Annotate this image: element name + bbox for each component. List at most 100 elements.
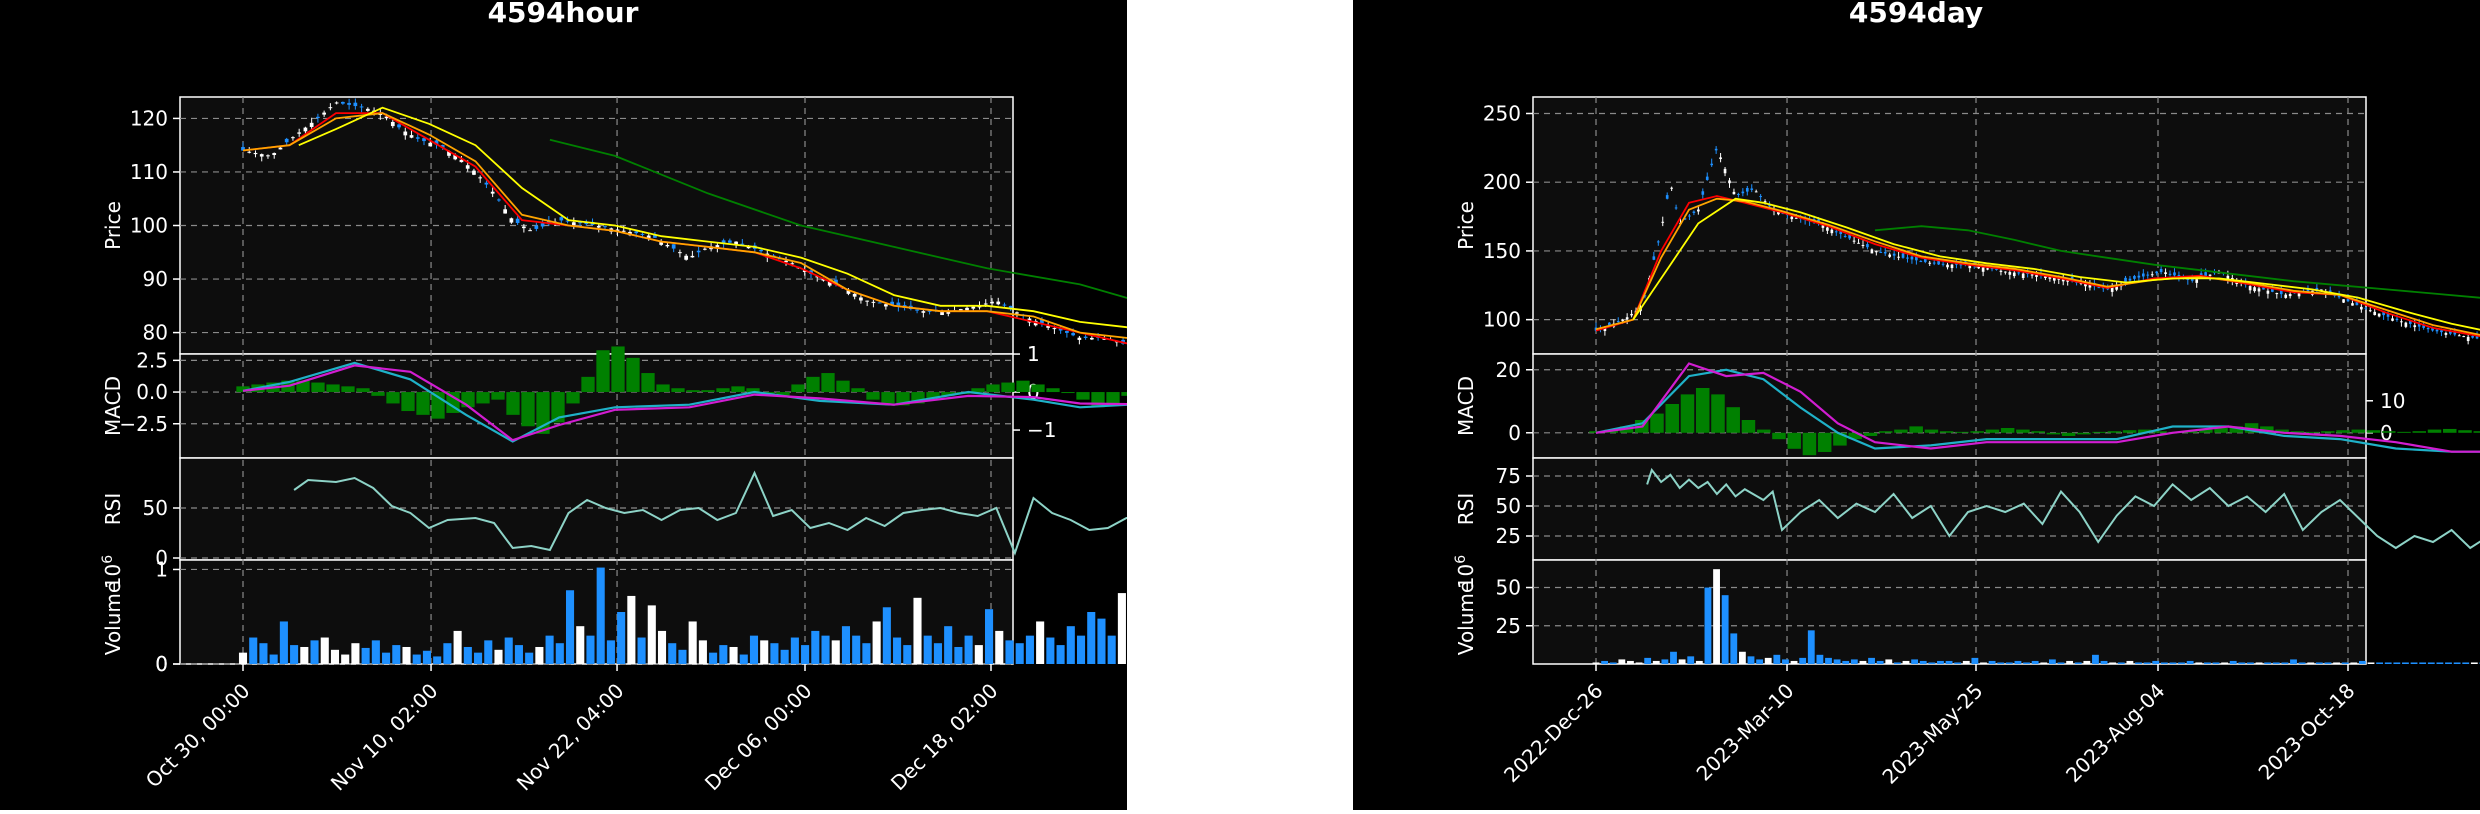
volume-bar [2238, 662, 2245, 664]
candle-body [360, 106, 364, 107]
volume-bar [2161, 662, 2168, 664]
candle-body [1697, 210, 1700, 212]
macd-histogram-bar [1940, 431, 1954, 433]
candle-body [497, 199, 501, 200]
volume-bar [791, 638, 799, 664]
volume-bar [464, 647, 472, 664]
volume-bar [2152, 661, 2159, 664]
macd-histogram-bar [2321, 431, 2335, 433]
candle-body [416, 137, 420, 138]
volume-bar [1773, 655, 1780, 664]
volume-bar [1097, 619, 1105, 664]
volume-bar [586, 636, 594, 664]
candle-body [1759, 196, 1762, 197]
macd-histogram-bar [986, 384, 999, 392]
volume-bar [2058, 662, 2065, 664]
macd-histogram-bar [2443, 429, 2457, 433]
volume-bar [2023, 662, 2030, 664]
macd-histogram-bar [2336, 430, 2350, 433]
macd-histogram-bar [1757, 430, 1771, 433]
volume-bar [1971, 658, 1978, 664]
candle-body [272, 153, 276, 155]
price-axis-label: Price [101, 201, 125, 250]
volume-bar [2393, 662, 2400, 664]
volume-bar [280, 621, 288, 664]
macd-histogram-bar [1803, 433, 1817, 455]
volume-bar [2368, 662, 2375, 664]
candle-body [990, 302, 994, 304]
candle-body [1071, 333, 1075, 335]
volume-bar [392, 645, 400, 664]
candle-body [2155, 272, 2158, 274]
macd-histogram-bar [2077, 433, 2091, 435]
volume-bar [454, 631, 462, 664]
volume-bar [1046, 638, 1054, 664]
volume-bar [300, 647, 308, 664]
macd-histogram-bar [1696, 388, 1710, 433]
macd-histogram-bar [716, 388, 729, 392]
volume-bar [2195, 662, 2202, 664]
volume-bar [2307, 662, 2314, 664]
candle-body [2391, 318, 2394, 320]
volume-axis-label: Volume [101, 581, 125, 655]
candle-body [1826, 227, 1829, 230]
volume-bar [852, 636, 860, 664]
volume-scale-label: 106 [1453, 555, 1478, 589]
macd-axis-label: MACD [101, 376, 125, 436]
hourly-chart-svg: 4594hour8090100110120Price−2.50.02.5−101… [0, 0, 1127, 810]
volume-bar [1036, 621, 1044, 664]
volume-bar [617, 612, 625, 664]
candle-body [597, 226, 601, 228]
volume-bar [2006, 662, 2013, 664]
volume-bar [2092, 655, 2099, 664]
macd-histogram-bar [1711, 394, 1725, 432]
x-tick-label: 2023-Oct-18 [2254, 679, 2360, 785]
candle-body [2013, 273, 2016, 277]
volume-bar [2256, 662, 2263, 664]
candle-body [1670, 188, 1673, 189]
volume-bar [770, 643, 778, 664]
volume-bar [2436, 662, 2443, 664]
candle-body [410, 135, 414, 138]
volume-bar [1877, 661, 1884, 664]
volume-bar [1868, 658, 1875, 664]
macd-histogram-bar [1986, 430, 2000, 433]
volume-bar [1077, 636, 1085, 664]
volume-bar [1067, 626, 1075, 664]
macd-histogram-bar [2031, 431, 2045, 433]
candle-body [1982, 267, 1985, 271]
volume-bar [627, 596, 635, 664]
macd-histogram-bar [1106, 392, 1119, 403]
candle-body [1746, 188, 1749, 192]
candle-body [984, 303, 988, 304]
volume-bar [2221, 662, 2228, 664]
candle-body [1875, 251, 1878, 252]
macd-axis-label: MACD [1454, 376, 1478, 436]
volume-bar [1661, 659, 1668, 664]
volume-bar [443, 643, 451, 664]
volume-bar [1618, 659, 1625, 664]
candle-body [534, 226, 538, 229]
macd-histogram-bar [1909, 426, 1923, 432]
volume-bar [1601, 661, 1608, 664]
volume-bar [944, 626, 952, 664]
candle-body [1688, 216, 1691, 217]
volume-bar [658, 631, 666, 664]
volume-bar [351, 643, 359, 664]
candle-body [684, 256, 688, 260]
volume-bar [239, 653, 247, 664]
macd-histogram-bar [731, 386, 744, 392]
candle-body [853, 294, 857, 297]
price-axis-label: Price [1454, 201, 1478, 250]
candle-body [1666, 195, 1669, 199]
macd-histogram-bar [1121, 392, 1127, 396]
candle-body [1835, 231, 1838, 232]
candle-body [2440, 330, 2443, 332]
candle-body [2284, 295, 2287, 298]
volume-bar [321, 638, 329, 664]
candle-body [2133, 276, 2136, 279]
macd-histogram-bar [386, 392, 399, 403]
macd-y-tick-label: 0 [1508, 421, 1521, 445]
macd-histogram-bar [521, 392, 534, 426]
macd-histogram-bar [311, 383, 324, 393]
